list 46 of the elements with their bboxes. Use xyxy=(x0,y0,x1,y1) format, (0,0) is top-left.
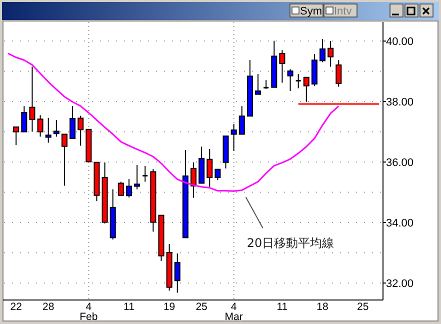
candlestick xyxy=(37,114,44,138)
y-tick-label: 34.00 xyxy=(386,218,414,230)
candlestick xyxy=(126,178,132,198)
x-tick-label: 28 xyxy=(42,301,54,313)
candlestick xyxy=(45,117,52,144)
candlestick xyxy=(214,168,221,181)
text: Sym xyxy=(300,6,322,18)
x-tick-label: 22 xyxy=(10,301,22,313)
candlestick xyxy=(230,123,237,152)
x-tick-label: 19 xyxy=(163,301,176,313)
candlestick xyxy=(255,74,262,95)
candlestick xyxy=(53,120,60,138)
y-tick-label: 40.00 xyxy=(386,36,414,48)
candlestick xyxy=(336,60,342,88)
x-tick-label: 11 xyxy=(276,301,288,313)
candlestick xyxy=(61,134,68,186)
candlestick xyxy=(279,50,286,84)
y-tick-label: 32.00 xyxy=(386,278,414,290)
candlestick xyxy=(70,106,76,139)
candlestick xyxy=(287,68,294,92)
candlestick xyxy=(134,164,140,190)
x-tick-label: 11 xyxy=(124,301,135,313)
candlestick xyxy=(29,66,36,132)
candlestick xyxy=(206,148,213,188)
candlestick xyxy=(118,181,124,196)
x-tick-label: 4 Feb xyxy=(80,301,98,323)
candlestick xyxy=(142,165,148,182)
candlestick xyxy=(320,38,326,63)
y-tick-label: 38.00 xyxy=(386,96,414,109)
y-tick-label: 36.00 xyxy=(386,157,414,170)
text: Intv xyxy=(334,6,352,18)
candlestick xyxy=(295,74,302,89)
candlestick xyxy=(21,106,28,132)
x-tick-label: 25 xyxy=(356,301,369,313)
candlestick xyxy=(174,252,180,294)
line-series xyxy=(7,52,340,192)
candlestick xyxy=(311,54,318,87)
candlestick xyxy=(238,106,245,135)
x-tick-label: 4 Mar xyxy=(224,301,244,323)
x-tick-label: 18 xyxy=(316,301,329,313)
candlestick xyxy=(78,115,84,146)
text: 20日移動平均線 xyxy=(246,236,334,250)
candlestick xyxy=(190,162,196,198)
candlestick xyxy=(328,40,334,68)
x-tick-label: 25 xyxy=(196,301,208,313)
candlestick xyxy=(13,126,20,146)
